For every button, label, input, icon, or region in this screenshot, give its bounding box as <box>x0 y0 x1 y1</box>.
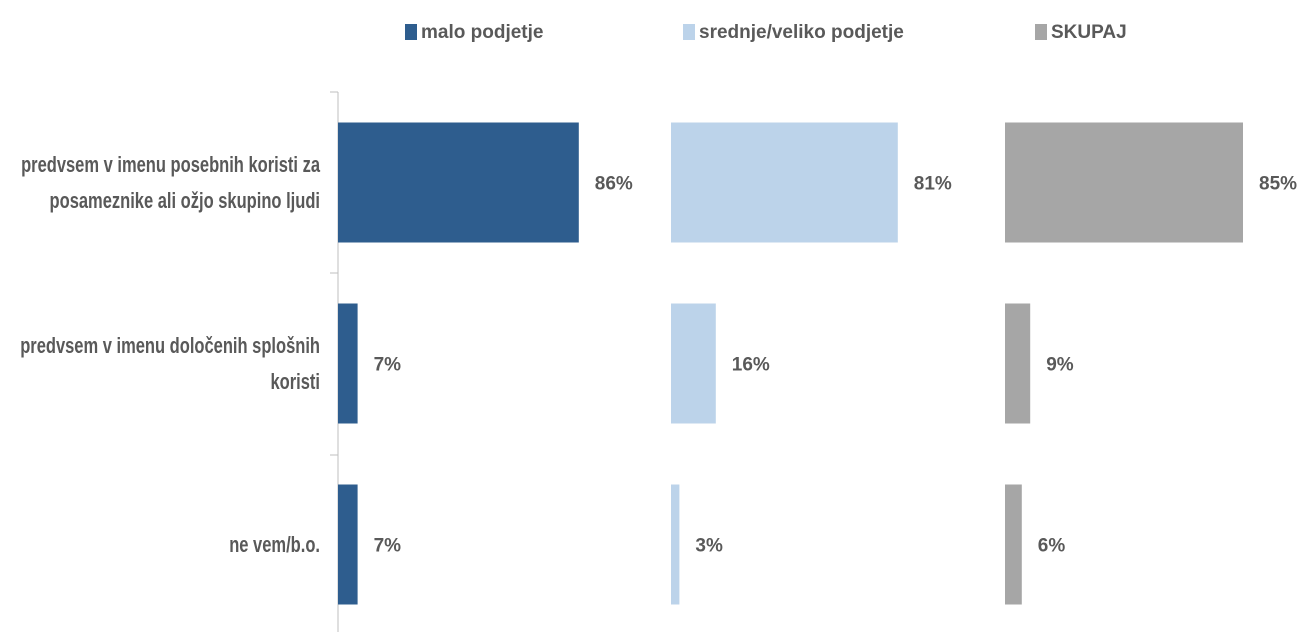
bar <box>671 484 680 605</box>
bar <box>1005 122 1243 243</box>
bar <box>338 303 358 424</box>
bar <box>671 303 716 424</box>
legend-swatch <box>405 24 417 40</box>
bar <box>671 122 898 243</box>
data-label: 86% <box>595 174 633 195</box>
legend-swatch <box>683 24 695 40</box>
data-label: 85% <box>1259 174 1297 195</box>
legend-swatch <box>1035 24 1047 40</box>
data-label: 9% <box>1046 355 1074 376</box>
category-label: predvsem v imenu posebnih koristi za pos… <box>21 151 320 213</box>
data-label: 7% <box>374 355 402 376</box>
data-label: 81% <box>914 174 952 195</box>
data-label: 3% <box>695 536 723 557</box>
legend-label: srednje/veliko podjetje <box>699 22 904 43</box>
legend-label: malo podjetje <box>421 22 543 43</box>
bar <box>1005 303 1031 424</box>
bar <box>1005 484 1022 605</box>
data-label: 6% <box>1038 536 1066 557</box>
category-label: ne vem/b.o. <box>229 531 320 557</box>
legend-label: SKUPAJ <box>1051 22 1127 43</box>
bar <box>338 122 579 243</box>
data-label: 7% <box>374 536 402 557</box>
data-label: 16% <box>732 355 770 376</box>
bar <box>338 484 358 605</box>
category-label: predvsem v imenu določenih splošnih kori… <box>20 332 320 394</box>
